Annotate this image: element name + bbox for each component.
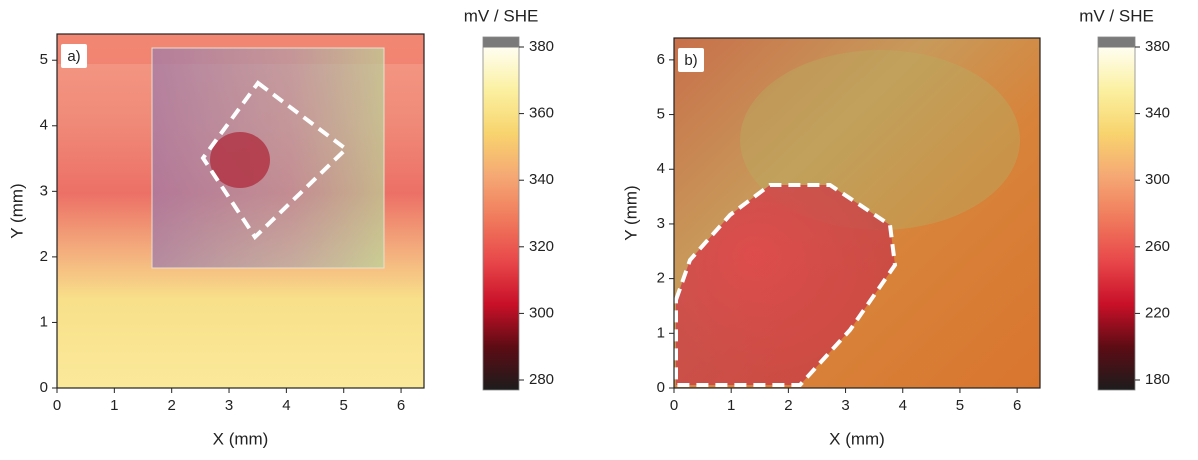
y-tick-label: 4 (40, 117, 48, 134)
y-axis-label: Y (mm) (7, 183, 26, 238)
colorbar-tick-label: 340 (1145, 105, 1170, 122)
x-tick-label: 0 (53, 397, 61, 414)
x-tick-label: 5 (956, 397, 964, 414)
x-tick-label: 3 (225, 397, 233, 414)
x-tick-label: 2 (784, 397, 792, 414)
x-tick-label: 6 (397, 397, 405, 414)
colorbar-title: mV / SHE (464, 6, 539, 25)
panel-label: a) (67, 48, 80, 65)
y-tick-label: 0 (657, 379, 665, 396)
x-tick-label: 4 (282, 397, 290, 414)
y-tick-label: 2 (40, 248, 48, 265)
colorbar-tick-label: 360 (529, 105, 554, 122)
colorbar-tick-label: 380 (1145, 38, 1170, 55)
colorbar-tick-label: 380 (529, 38, 554, 55)
x-tick-label: 0 (670, 397, 678, 414)
colorbar-tick-label: 300 (1145, 171, 1170, 188)
x-tick-label: 1 (110, 397, 118, 414)
y-tick-label: 3 (657, 215, 665, 232)
y-axis-label: Y (mm) (621, 185, 640, 240)
y-tick-label: 3 (40, 182, 48, 199)
y-tick-label: 5 (40, 51, 48, 68)
colorbar-tick-label: 180 (1145, 371, 1170, 388)
colorbar-tick-label: 300 (529, 304, 554, 321)
colorbar-tick-label: 260 (1145, 238, 1170, 255)
panel-label-box (61, 44, 87, 68)
x-tick-label: 4 (899, 397, 907, 414)
x-tick-label: 2 (168, 397, 176, 414)
colorbar-title: mV / SHE (1079, 6, 1154, 25)
colorbar-tick-label: 340 (529, 171, 554, 188)
colorbar (1097, 36, 1136, 391)
y-tick-label: 6 (657, 51, 665, 68)
x-tick-label: 5 (340, 397, 348, 414)
colorbar-tick-label: 220 (1145, 304, 1170, 321)
x-axis-label: X (mm) (829, 429, 885, 448)
panel-label: b) (684, 52, 697, 69)
panel-label-box (678, 48, 704, 72)
plot-frame (673, 37, 1041, 389)
y-tick-label: 1 (657, 324, 665, 341)
x-tick-label: 1 (727, 397, 735, 414)
y-tick-label: 4 (657, 160, 665, 177)
colorbar-tick-label: 280 (529, 371, 554, 388)
y-tick-label: 1 (40, 313, 48, 330)
map-image (57, 34, 424, 388)
y-tick-label: 5 (657, 106, 665, 123)
x-tick-label: 6 (1013, 397, 1021, 414)
plot-frame (56, 33, 425, 389)
colorbar-tick-label: 320 (529, 238, 554, 255)
y-tick-label: 2 (657, 270, 665, 287)
map-image (674, 38, 1040, 388)
colorbar (482, 36, 520, 391)
y-tick-label: 0 (40, 379, 48, 396)
x-axis-label: X (mm) (213, 429, 269, 448)
x-tick-label: 3 (841, 397, 849, 414)
